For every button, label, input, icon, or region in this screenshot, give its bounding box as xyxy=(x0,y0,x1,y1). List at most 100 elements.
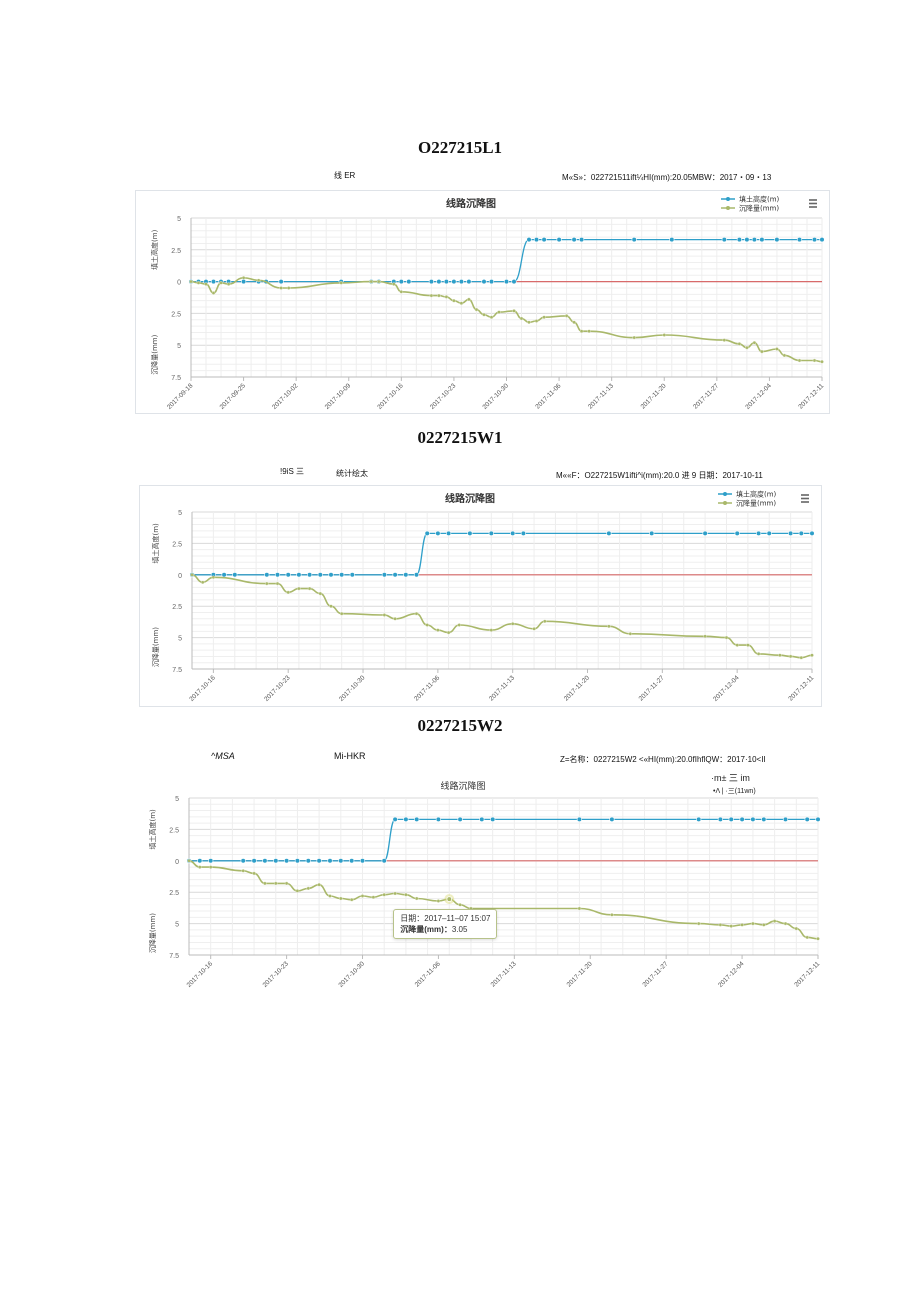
settlement-point xyxy=(474,307,479,312)
chart-title: 线路沉降图 xyxy=(446,197,496,210)
x-tick-label: 2017-10-30 xyxy=(481,382,510,411)
settlement-point xyxy=(275,581,280,586)
x-tick-label: 2017-11-13 xyxy=(587,382,615,410)
settlement-point xyxy=(735,643,739,647)
settlement-point xyxy=(816,936,820,941)
settlement-point xyxy=(542,315,546,319)
menu-icon[interactable] xyxy=(806,197,820,209)
fill-height-point xyxy=(307,572,313,578)
settlement-point xyxy=(782,353,787,358)
y-tick-label: 2.5 xyxy=(169,890,179,897)
fill-height-point xyxy=(761,816,767,823)
settlement-point xyxy=(532,627,536,631)
menu-icon[interactable] xyxy=(798,492,812,504)
fill-height-point xyxy=(490,816,496,823)
fill-height-point xyxy=(451,278,457,285)
y-tick-label: 7.5 xyxy=(169,953,179,960)
fill-height-point xyxy=(240,858,246,864)
fill-height-point xyxy=(520,530,527,537)
fill-height-point xyxy=(278,278,284,285)
section-title: 0227215W2 xyxy=(417,716,503,735)
settlement-point xyxy=(662,333,667,337)
settlement-point xyxy=(512,309,516,313)
fill-height-point xyxy=(631,236,637,243)
series-line-fill-height xyxy=(189,818,818,862)
settlement-point xyxy=(360,894,365,898)
fill-height-point xyxy=(744,236,750,243)
fill-height-point xyxy=(798,530,804,537)
fill-height-point xyxy=(328,572,334,578)
legend-label: ·m± 三 im xyxy=(711,773,750,783)
settlement-chart-3: 5 2.5 0 2.5 5 7.5 填土高度(m) 沉降量(mm) 2017-10-16 2017… xyxy=(143,768,826,988)
y-tick-label: 2.5 xyxy=(172,604,182,611)
settlement-point xyxy=(459,301,464,305)
settlement-point xyxy=(610,913,614,917)
settlement-point xyxy=(797,358,802,363)
settlement-point xyxy=(196,281,201,285)
fill-height-point xyxy=(717,816,724,823)
settlement-point xyxy=(775,347,779,351)
hover-point xyxy=(446,896,453,902)
settlement-point xyxy=(788,654,793,659)
settlement-point xyxy=(392,282,396,286)
x-tick-label: 2017-11-06 xyxy=(414,960,442,988)
x-tick-label: 2017-09-25 xyxy=(219,382,248,411)
fill-height-point xyxy=(435,816,442,823)
settlement-point xyxy=(510,622,515,626)
x-tick-label: 2017-10-23 xyxy=(429,382,458,411)
fill-height-point xyxy=(702,530,708,537)
settlement-point xyxy=(437,293,441,298)
settlement-point xyxy=(587,329,591,333)
settlement-point xyxy=(404,892,408,897)
fill-height-point xyxy=(273,858,279,864)
settlement-point xyxy=(208,865,213,869)
fill-height-point xyxy=(274,572,281,578)
legend-marker xyxy=(726,197,730,201)
y-tick-label: 0 xyxy=(175,859,179,866)
settlement-point xyxy=(760,349,764,354)
fill-height-point xyxy=(305,858,311,864)
settlement-point xyxy=(534,319,539,323)
y-tick-label: 2.5 xyxy=(171,248,181,255)
y-axis-title-top: 填土高度(m) xyxy=(151,523,160,564)
fill-height-point xyxy=(728,816,734,823)
fill-height-point xyxy=(210,278,217,285)
fill-height-point xyxy=(809,530,815,537)
settlement-point xyxy=(436,628,440,632)
settlement-point xyxy=(527,320,531,325)
fill-height-point xyxy=(338,858,344,864)
settlement-point xyxy=(740,923,744,927)
fill-height-point xyxy=(296,572,302,578)
settlement-point xyxy=(382,892,386,897)
y-tick-label: 5 xyxy=(175,922,179,929)
fill-height-point xyxy=(435,530,441,537)
settlement-point xyxy=(820,359,824,364)
fill-height-point xyxy=(428,278,435,285)
fill-height-point xyxy=(804,816,810,823)
settlement-point xyxy=(628,632,633,636)
x-tick-label: 2017-12-11 xyxy=(787,674,815,702)
fill-height-point xyxy=(392,816,398,823)
y-axis-title-bottom: 沉降量(mm) xyxy=(151,627,160,667)
chart-svg: 5 2.5 0 2.5 5 7.5 填土高度(m) 沉降量(mm) 2017-10-16 2017… xyxy=(148,773,822,988)
chart-title: 线路沉降图 xyxy=(445,492,495,505)
settlement-point xyxy=(252,871,256,876)
settlement-point xyxy=(756,652,761,656)
x-tick-label: 2017-10-23 xyxy=(263,674,292,703)
x-tick-label: 2017-11-13 xyxy=(490,960,518,988)
fill-height-point xyxy=(327,858,333,864)
settlement-point xyxy=(746,643,750,647)
chart-title: 线路沉降图 xyxy=(440,780,485,792)
header-left-label: !9iS 三 xyxy=(280,467,305,476)
x-tick-label: 2017-10-16 xyxy=(186,960,215,988)
fill-height-point xyxy=(750,816,756,823)
x-tick-label: 2017-10-23 xyxy=(262,960,291,988)
fill-height-point xyxy=(349,572,355,578)
tooltip-date: 日期：2017–11–07 15:07 xyxy=(400,914,491,924)
legend-label: •Λ | ·三(11wn) xyxy=(713,787,756,795)
menu-icon-bar xyxy=(809,202,817,205)
settlement-point xyxy=(369,279,374,284)
settlement-point xyxy=(198,865,202,869)
settlement-point xyxy=(349,897,354,902)
settlement-point xyxy=(371,895,376,899)
